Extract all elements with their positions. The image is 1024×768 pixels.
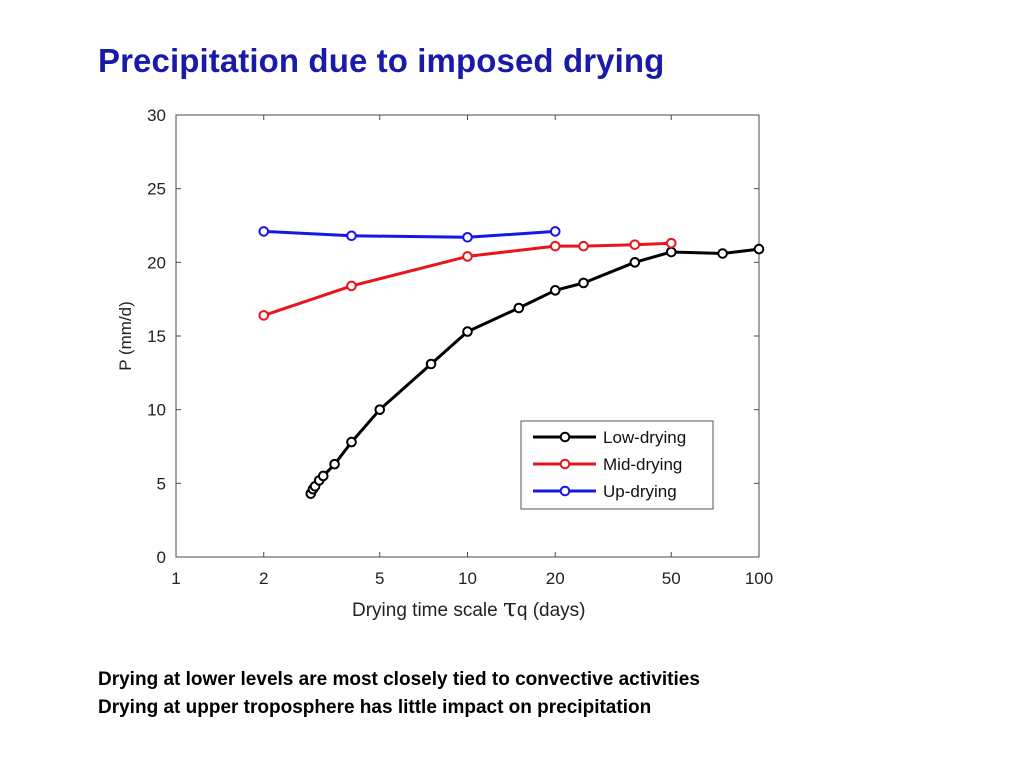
data-point-low-drying bbox=[717, 248, 728, 259]
data-point-low-drying bbox=[374, 404, 386, 415]
x-tick-label: 10 bbox=[458, 569, 477, 588]
slide-title: Precipitation due to imposed drying bbox=[98, 42, 665, 79]
data-point-low-drying bbox=[578, 277, 589, 289]
data-point-mid-drying bbox=[462, 251, 473, 262]
tau-symbol: τ bbox=[503, 593, 517, 622]
x-tick-label: 1 bbox=[171, 569, 180, 588]
x-tick-label: 100 bbox=[745, 569, 773, 588]
data-point-low-drying bbox=[317, 470, 329, 482]
data-point-low-drying bbox=[665, 246, 677, 258]
legend-marker-low-drying bbox=[559, 431, 571, 443]
data-point-mid-drying bbox=[258, 310, 270, 321]
y-tick-label: 20 bbox=[147, 253, 166, 272]
y-tick-label: 25 bbox=[147, 180, 166, 199]
data-point-up-drying bbox=[462, 231, 473, 243]
data-point-up-drying bbox=[346, 230, 357, 242]
data-point-low-drying bbox=[753, 243, 765, 255]
x-tick-label: 20 bbox=[546, 569, 565, 588]
x-tick-label: 2 bbox=[259, 569, 268, 588]
x-tick-label: 5 bbox=[375, 569, 384, 588]
data-point-mid-drying bbox=[629, 239, 641, 250]
data-point-mid-drying bbox=[665, 237, 677, 249]
x-tick-label: 50 bbox=[662, 569, 681, 588]
data-point-mid-drying bbox=[549, 240, 561, 252]
y-tick-label: 30 bbox=[147, 106, 166, 125]
legend-label-up-drying: Up-drying bbox=[603, 482, 677, 501]
data-point-low-drying bbox=[462, 326, 473, 337]
legend: Low-drying Mid-drying Up-drying bbox=[520, 420, 714, 510]
data-point-low-drying bbox=[425, 358, 437, 370]
legend-label-low-drying: Low-drying bbox=[603, 428, 686, 447]
y-tick-label: 0 bbox=[157, 548, 166, 567]
series-group bbox=[258, 226, 765, 499]
data-point-low-drying bbox=[513, 302, 525, 314]
notes: Drying at lower levels are most closely … bbox=[98, 666, 700, 722]
y-tick-label: 10 bbox=[147, 401, 166, 420]
y-tick-label: 5 bbox=[157, 474, 166, 493]
x-axis-label-suffix: q (days) bbox=[516, 600, 586, 621]
data-point-up-drying bbox=[549, 226, 561, 237]
y-axis-label: P (mm/d) bbox=[116, 301, 135, 371]
legend-marker-mid-drying bbox=[559, 458, 571, 470]
x-axis-label-prefix: Drying time scale bbox=[352, 600, 503, 621]
data-point-up-drying bbox=[258, 226, 270, 237]
legend-marker-up-drying bbox=[559, 485, 571, 497]
x-axis-label: Drying time scale τq (days) bbox=[352, 593, 585, 622]
data-point-low-drying bbox=[329, 458, 340, 470]
data-point-low-drying bbox=[549, 285, 561, 296]
data-point-mid-drying bbox=[346, 280, 357, 292]
data-point-low-drying bbox=[629, 257, 641, 268]
data-point-low-drying bbox=[346, 436, 357, 448]
legend-label-mid-drying: Mid-drying bbox=[603, 455, 682, 474]
note-line-1: Drying at lower levels are most closely … bbox=[98, 669, 700, 690]
y-tick-label: 15 bbox=[147, 327, 166, 346]
series-line-up-drying bbox=[263, 229, 556, 239]
note-line-2: Drying at upper troposphere has little i… bbox=[98, 697, 652, 718]
data-point-mid-drying bbox=[578, 240, 589, 252]
